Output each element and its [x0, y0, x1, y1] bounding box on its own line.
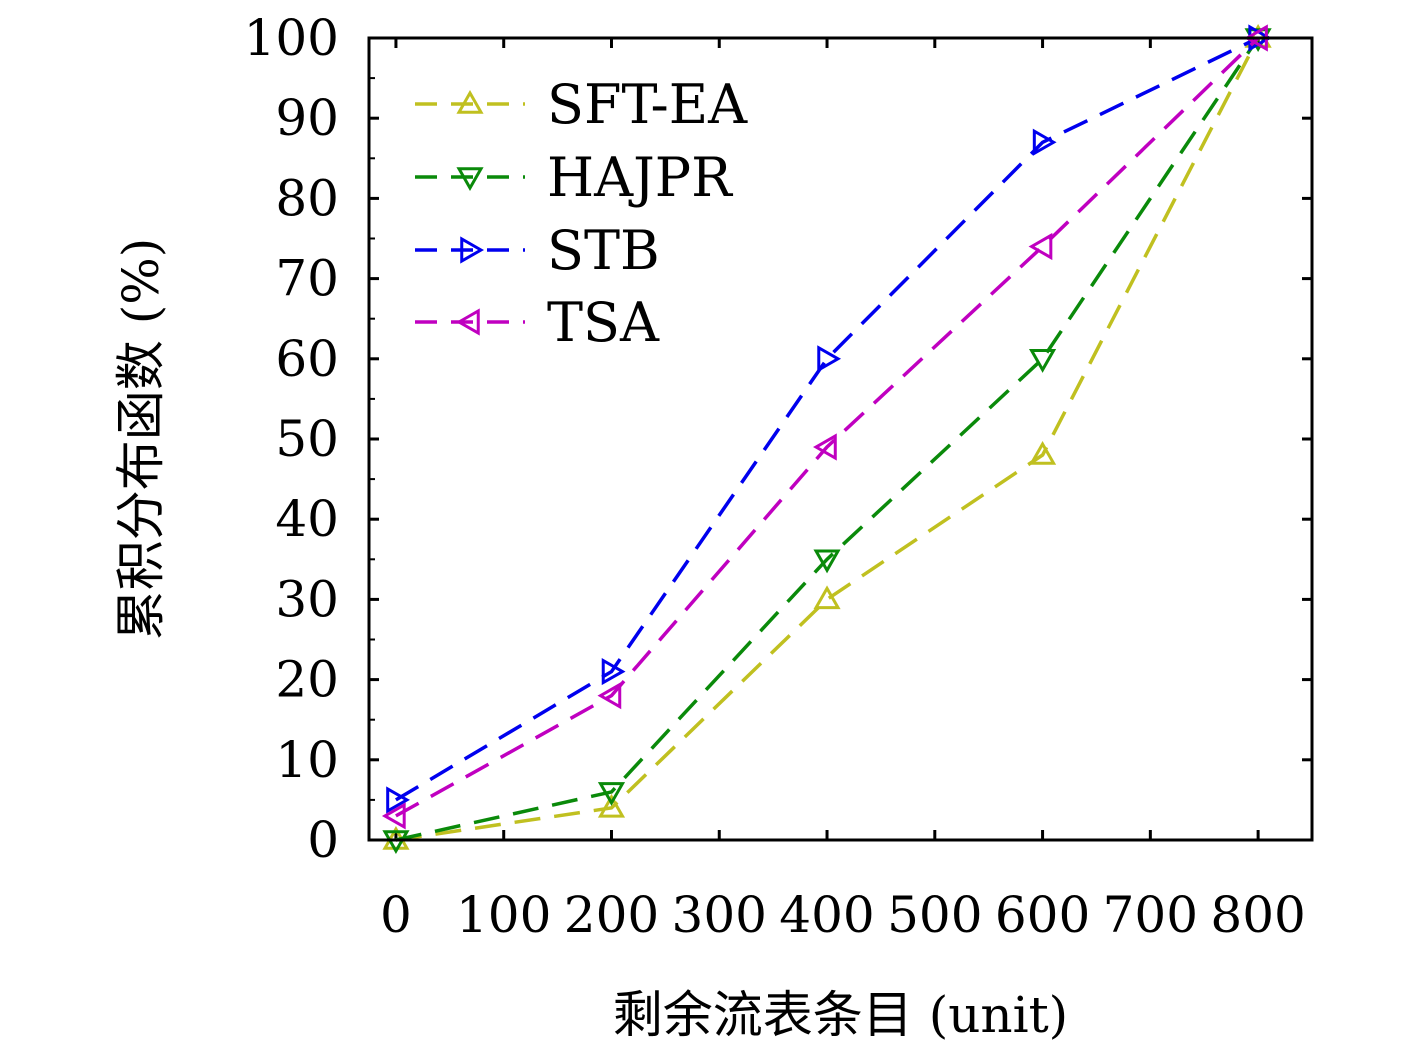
series-line	[395, 37, 1260, 842]
data-point	[813, 585, 841, 610]
series-tsa	[381, 24, 1268, 830]
data-point	[601, 657, 626, 686]
legend-item: TSA	[415, 291, 660, 354]
legend-marker	[456, 89, 484, 114]
y-tick-label: 60	[275, 330, 339, 388]
data-point	[813, 549, 841, 574]
y-tick-label: 70	[275, 250, 339, 308]
x-tick-label: 200	[564, 886, 659, 944]
legend-label: TSA	[547, 291, 660, 354]
legend-label: STB	[547, 219, 660, 282]
x-tick-label: 500	[887, 886, 982, 944]
data-point	[817, 345, 842, 373]
legend-marker	[460, 236, 485, 264]
y-tick-label: 90	[275, 89, 339, 147]
legend-label: SFT-EA	[547, 73, 748, 136]
legend-label: HAJPR	[547, 146, 733, 209]
legend-item: HAJPR	[415, 146, 733, 209]
y-axis-label: 累积分布函数 (%)	[112, 238, 170, 640]
x-tick-label: 600	[995, 886, 1090, 944]
y-tick-label: 100	[244, 9, 339, 67]
series-stb	[386, 24, 1273, 814]
legend: SFT-EA HAJPR STB TSA	[415, 73, 748, 354]
data-point	[381, 802, 406, 830]
data-point	[597, 682, 622, 710]
series-line	[395, 37, 1260, 842]
series-line	[395, 36, 1259, 802]
series-layer	[381, 23, 1273, 855]
legend-item: SFT-EA	[415, 73, 748, 136]
legend-item: STB	[415, 219, 660, 282]
y-tick-label: 0	[307, 811, 339, 869]
data-point	[386, 786, 410, 814]
x-tick-label: 700	[1103, 886, 1198, 944]
y-tick-label: 80	[275, 169, 339, 227]
data-point	[1032, 128, 1057, 156]
data-point	[597, 782, 626, 806]
x-tick-label: 0	[380, 886, 412, 944]
y-tick-label: 10	[275, 731, 339, 789]
y-tick-label: 40	[275, 490, 339, 548]
y-tick-label: 50	[275, 410, 339, 468]
legend-marker	[456, 167, 484, 192]
series-sft-ea	[382, 23, 1272, 850]
plot-area-frame	[367, 36, 1314, 842]
x-tick-label: 800	[1210, 886, 1305, 944]
data-point	[1028, 349, 1057, 373]
x-tick-label: 300	[672, 886, 767, 944]
series-line	[395, 36, 1260, 818]
x-tick-label: 400	[779, 886, 874, 944]
y-tick-label: 30	[275, 570, 339, 628]
data-point	[597, 793, 626, 818]
legend-marker	[455, 308, 480, 336]
axis-ticks	[369, 36, 1312, 842]
y-tick-label: 20	[275, 651, 339, 709]
data-point	[1028, 232, 1053, 261]
x-tick-label: 100	[456, 886, 551, 944]
data-point	[813, 433, 837, 461]
x-axis-label: 剩余流表条目 (unit)	[613, 986, 1068, 1044]
data-point	[1028, 441, 1057, 465]
